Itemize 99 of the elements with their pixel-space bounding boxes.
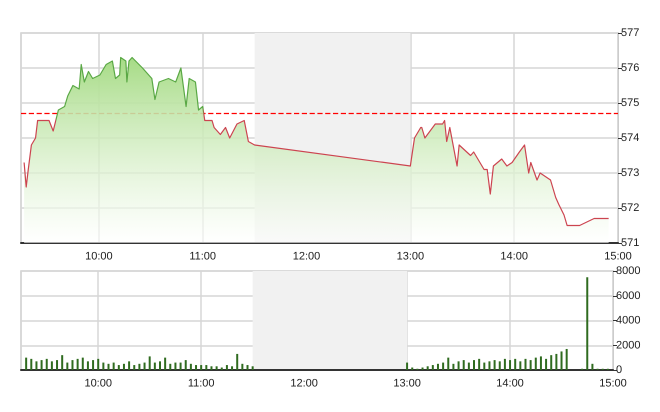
y-tick-label: 571 — [621, 237, 640, 249]
bar — [122, 364, 125, 370]
bar — [236, 354, 238, 370]
y-tick-label: 577 — [621, 27, 640, 39]
bar — [174, 362, 176, 370]
bar — [447, 358, 450, 370]
bar — [190, 364, 192, 370]
bar — [591, 364, 594, 370]
bar — [66, 362, 68, 370]
y-tick-label: 573 — [621, 167, 640, 179]
bar — [210, 366, 212, 370]
x-tick-label: 11:00 — [188, 378, 215, 390]
y-tick-label: 2000 — [616, 339, 640, 352]
bar — [498, 361, 501, 370]
bar — [540, 356, 542, 370]
y-tick-label: 572 — [621, 202, 640, 214]
x-tick-label: 14:00 — [500, 250, 528, 262]
bar — [514, 358, 516, 370]
bar — [25, 358, 28, 370]
x-tick-label: 10:00 — [85, 250, 113, 262]
bar — [128, 361, 130, 370]
bar — [118, 365, 120, 370]
y-tick-label: 574 — [621, 132, 640, 144]
bar — [102, 362, 104, 370]
bar — [82, 358, 84, 370]
bar — [76, 358, 79, 370]
bar — [468, 362, 470, 370]
bar — [30, 358, 32, 370]
bar — [97, 358, 100, 370]
bar — [560, 351, 563, 370]
bar — [246, 365, 249, 370]
bar — [92, 360, 94, 370]
y-tick-label: 8000 — [616, 265, 640, 277]
bar — [488, 361, 490, 370]
bar — [46, 358, 48, 370]
bar — [452, 364, 454, 370]
bar — [148, 356, 151, 370]
x-tick-label: 14:00 — [496, 378, 524, 390]
bar — [164, 358, 166, 370]
bar — [226, 365, 228, 370]
bar — [442, 362, 444, 370]
y-tick-label: 4000 — [616, 314, 640, 326]
bar — [483, 362, 486, 370]
bar — [35, 361, 38, 370]
bar — [432, 365, 434, 370]
x-tick-label: 12:00 — [290, 378, 318, 390]
bar — [530, 360, 532, 370]
bar — [494, 360, 496, 370]
bar — [112, 362, 115, 370]
bar — [586, 277, 588, 370]
bar — [566, 348, 568, 370]
bar — [61, 355, 64, 370]
bar — [216, 366, 218, 370]
bar — [555, 354, 558, 370]
bar — [478, 358, 480, 370]
x-tick-label: 15:00 — [599, 378, 627, 390]
bar — [144, 362, 146, 370]
bar — [241, 364, 244, 370]
x-tick-label: 15:00 — [604, 250, 632, 262]
bar — [184, 360, 187, 370]
bar — [406, 362, 408, 370]
bar — [231, 366, 234, 370]
y-tick-label: 0 — [616, 364, 622, 376]
bar — [462, 360, 465, 370]
bar — [195, 365, 198, 370]
bar — [534, 358, 537, 370]
x-tick-label: 13:00 — [393, 378, 421, 390]
bar — [519, 361, 522, 370]
x-tick-label: 10:00 — [84, 378, 112, 390]
bar — [509, 360, 512, 370]
bar — [436, 364, 439, 370]
bar — [40, 360, 43, 370]
bar — [545, 358, 548, 370]
bar — [71, 360, 74, 370]
y-tick-label: 576 — [621, 62, 640, 74]
y-tick-label: 6000 — [616, 290, 640, 302]
bar — [56, 360, 58, 370]
x-tick-label: 11:00 — [189, 250, 216, 262]
x-tick-label: 13:00 — [396, 250, 424, 262]
bar — [426, 366, 429, 370]
bar — [158, 361, 161, 370]
bar — [86, 361, 89, 370]
bar — [108, 364, 110, 370]
bar — [205, 365, 208, 370]
bar — [458, 361, 460, 370]
bar — [524, 358, 526, 370]
bar — [200, 365, 202, 370]
bar — [50, 361, 53, 370]
bar — [550, 355, 552, 370]
y-tick-label: 575 — [621, 97, 640, 109]
bar — [180, 362, 182, 370]
bar — [473, 360, 476, 370]
x-tick-label: 12:00 — [292, 250, 320, 262]
bar — [252, 366, 254, 370]
bar — [133, 365, 136, 370]
bar — [138, 364, 140, 370]
bar — [154, 362, 156, 370]
bar — [169, 364, 172, 370]
bar — [504, 358, 506, 370]
